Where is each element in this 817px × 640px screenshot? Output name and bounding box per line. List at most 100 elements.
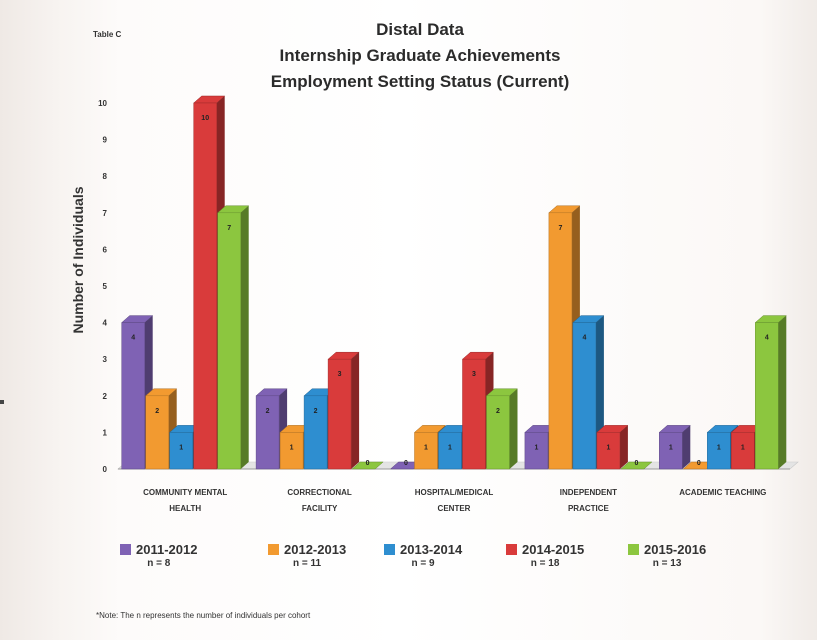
bar-2012-2013 [548, 212, 573, 470]
bar-2012-2013 [414, 432, 438, 470]
bar-side [778, 315, 787, 469]
data-label: 2 [314, 408, 318, 415]
edge-mark [0, 400, 4, 404]
bar-2011-2012 [255, 395, 280, 470]
y-tick-label: 5 [103, 282, 108, 291]
bar-side [240, 205, 249, 470]
x-tick-label: HOSPITAL/MEDICAL [415, 488, 494, 497]
bar-2011-2012 [121, 322, 145, 470]
data-label: 2 [496, 408, 500, 415]
data-label: 10 [201, 115, 209, 122]
data-label: 1 [606, 444, 610, 451]
y-tick-label: 1 [103, 428, 108, 437]
bar-2013-2014 [572, 322, 597, 470]
y-tick-label: 0 [103, 465, 108, 474]
x-tick-label: HEALTH [169, 504, 201, 513]
legend-item-2011-2012: 2011-2012 n = 8 [120, 542, 197, 569]
x-tick-label: INDEPENDENT [560, 488, 617, 497]
data-label: 3 [472, 371, 476, 378]
chart-title-line-1: Distal Data [376, 20, 464, 39]
data-label: 0 [366, 460, 370, 467]
x-tick-label: FACILITY [302, 504, 338, 513]
legend-swatch [120, 544, 131, 555]
y-tick-label: 3 [103, 355, 108, 364]
data-label: 4 [131, 335, 135, 342]
x-tick-label: CORRECTIONAL [287, 488, 352, 497]
legend-swatch [384, 544, 395, 555]
legend-item-2014-2015: 2014-2015 n = 18 [506, 542, 584, 569]
bar-2011-2012 [524, 432, 549, 470]
x-tick-label: CENTER [438, 504, 471, 513]
legend-cohort-n: n = 8 [147, 558, 171, 569]
chart-title-line-3: Employment Setting Status (Current) [270, 72, 570, 91]
legend-series-name: 2013-2014 [400, 542, 463, 557]
footnote: *Note: The n represents the number of in… [96, 611, 311, 620]
data-label: 1 [669, 444, 673, 451]
x-tick-label: ACADEMIC TEACHING [679, 488, 766, 497]
bar-side [682, 425, 691, 469]
y-tick-label: 9 [103, 136, 108, 145]
legend-series-name: 2012-2013 [284, 542, 347, 557]
data-label: 2 [155, 408, 159, 415]
data-label: 7 [558, 225, 562, 232]
data-label: 1 [717, 444, 721, 451]
legend-cohort-n: n = 18 [530, 558, 560, 569]
legend-swatch [506, 544, 517, 555]
bar-2014-2015 [731, 432, 755, 470]
bar-2013-2014 [169, 432, 193, 470]
bar-2012-2013 [279, 432, 304, 470]
bar-side [619, 425, 628, 469]
y-tick-label: 8 [103, 172, 108, 181]
bar-2015-2016 [486, 395, 510, 470]
legend-series-name: 2014-2015 [522, 542, 585, 557]
bar-2014-2015 [596, 432, 621, 470]
bar-2012-2013 [145, 395, 169, 470]
bar-2015-2016 [351, 461, 384, 470]
data-label: 0 [697, 460, 701, 467]
bar-2014-2015 [193, 102, 217, 470]
legend-series-name: 2011-2012 [136, 542, 198, 557]
data-label: 7 [227, 225, 231, 232]
x-tick-label: COMMUNITY MENTAL [143, 488, 227, 497]
y-tick-label: 4 [103, 319, 108, 328]
y-tick-label: 6 [103, 245, 108, 254]
y-tick-label: 7 [103, 209, 108, 218]
legend-series-name: 2015-2016 [644, 542, 707, 557]
bar-2015-2016 [755, 322, 779, 470]
data-label: 1 [290, 444, 294, 451]
data-label: 0 [634, 460, 638, 467]
legend-swatch [628, 544, 639, 555]
chart-title-line-2: Internship Graduate Achievements [279, 46, 561, 65]
data-label: 4 [765, 335, 769, 342]
legend-item-2013-2014: 2013-2014 n = 9 [384, 542, 462, 569]
legend-swatch [268, 544, 279, 555]
bar-2011-2012 [659, 432, 683, 470]
bar-side [509, 388, 518, 469]
table-label: Table C [93, 30, 122, 39]
legend-cohort-n: n = 13 [652, 558, 682, 569]
data-label: 3 [338, 371, 342, 378]
data-label: 0 [404, 460, 408, 467]
y-tick-label: 10 [98, 99, 107, 108]
x-tick-label: PRACTICE [568, 504, 610, 513]
data-label: 4 [582, 335, 586, 342]
y-tick-label: 2 [103, 392, 108, 401]
data-label: 1 [741, 444, 745, 451]
data-label: 2 [266, 408, 270, 415]
bar-2013-2014 [707, 432, 731, 470]
legend-cohort-n: n = 9 [411, 558, 435, 569]
bar-side [351, 352, 360, 469]
data-label: 1 [179, 444, 183, 451]
bar-2015-2016 [620, 461, 653, 470]
bar-2013-2014 [438, 432, 462, 470]
legend-item-2015-2016: 2015-2016 n = 13 [628, 542, 706, 569]
data-label: 1 [448, 444, 452, 451]
data-label: 1 [424, 444, 428, 451]
bar-2014-2015 [327, 358, 352, 470]
data-label: 1 [534, 444, 538, 451]
legend-cohort-n: n = 11 [293, 558, 322, 569]
legend-item-2012-2013: 2012-2013 n = 11 [268, 542, 346, 569]
bar-2015-2016 [217, 212, 241, 470]
